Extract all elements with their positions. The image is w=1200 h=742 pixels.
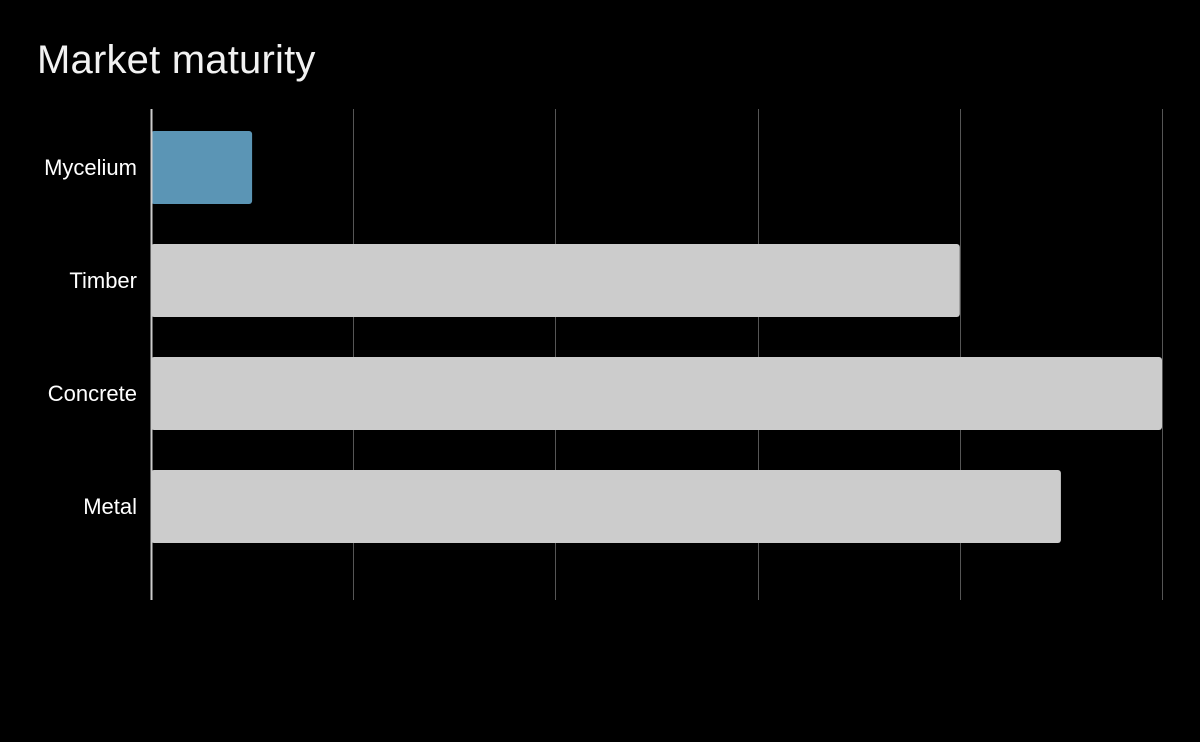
bar-timber bbox=[151, 244, 960, 317]
bar-concrete bbox=[151, 357, 1162, 430]
chart-title: Market maturity bbox=[37, 38, 316, 82]
bars bbox=[151, 131, 1162, 543]
category-label-metal: Metal bbox=[83, 494, 137, 519]
category-label-concrete: Concrete bbox=[48, 381, 137, 406]
category-labels: Mycelium Timber Concrete Metal bbox=[44, 155, 137, 519]
bar-metal bbox=[151, 470, 1061, 543]
category-label-mycelium: Mycelium bbox=[44, 155, 137, 180]
bar-mycelium bbox=[151, 131, 253, 204]
category-label-timber: Timber bbox=[69, 268, 137, 293]
